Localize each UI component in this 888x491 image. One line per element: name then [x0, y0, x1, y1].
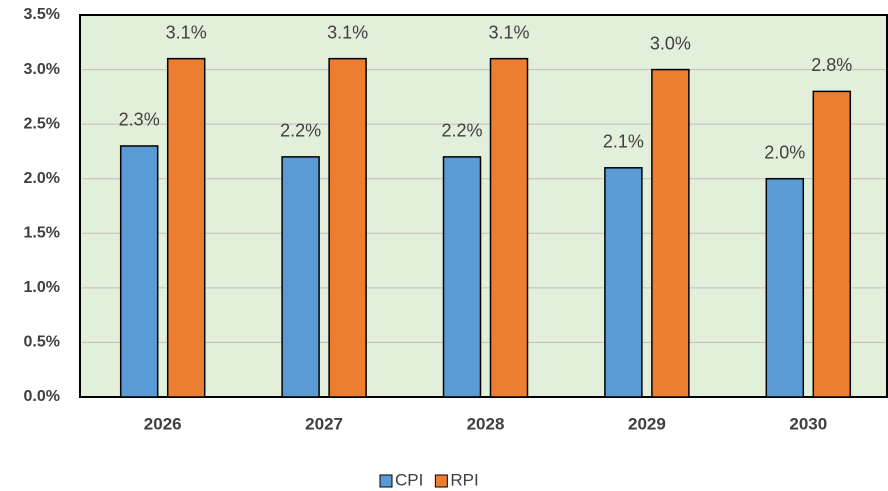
y-tick-label: 1.5%: [24, 225, 60, 242]
value-label: 2.1%: [603, 132, 644, 152]
bar: [119, 145, 159, 398]
value-label: 3.1%: [327, 22, 368, 42]
bar: [651, 68, 690, 398]
plot-area: [80, 15, 887, 397]
value-label: 2.3%: [119, 110, 160, 130]
legend-label: RPI: [450, 470, 478, 489]
bar: [812, 90, 852, 398]
value-label: 3.1%: [166, 22, 207, 42]
y-tick-label: 0.0%: [24, 388, 60, 405]
x-tick-label: 2026: [144, 414, 182, 433]
value-label: 3.1%: [488, 22, 529, 42]
x-tick-label: 2028: [467, 414, 505, 433]
value-label: 2.0%: [764, 142, 805, 162]
x-tick-label: 2029: [628, 414, 666, 433]
bar: [489, 57, 529, 398]
value-label: 2.8%: [811, 55, 852, 75]
bar: [765, 177, 805, 398]
value-label: 2.2%: [441, 121, 482, 141]
y-tick-label: 1.0%: [24, 279, 60, 296]
y-tick-label: 3.0%: [24, 61, 60, 78]
value-label: 3.0%: [650, 33, 691, 53]
legend-label: CPI: [395, 470, 423, 489]
legend-swatch: [379, 474, 393, 488]
y-tick-label: 2.0%: [24, 170, 60, 187]
bar: [442, 156, 482, 398]
plot-border: [79, 14, 888, 398]
value-label: 2.2%: [280, 121, 321, 141]
x-tick-label: 2027: [305, 414, 343, 433]
x-tick-label: 2030: [789, 414, 827, 433]
bar: [166, 57, 206, 398]
y-tick-label: 3.5%: [24, 6, 60, 23]
bar: [604, 167, 643, 398]
y-tick-label: 0.5%: [24, 334, 60, 351]
legend-swatch: [434, 474, 448, 488]
bar: [281, 156, 320, 398]
bar: [328, 57, 367, 398]
y-tick-label: 2.5%: [24, 115, 60, 132]
